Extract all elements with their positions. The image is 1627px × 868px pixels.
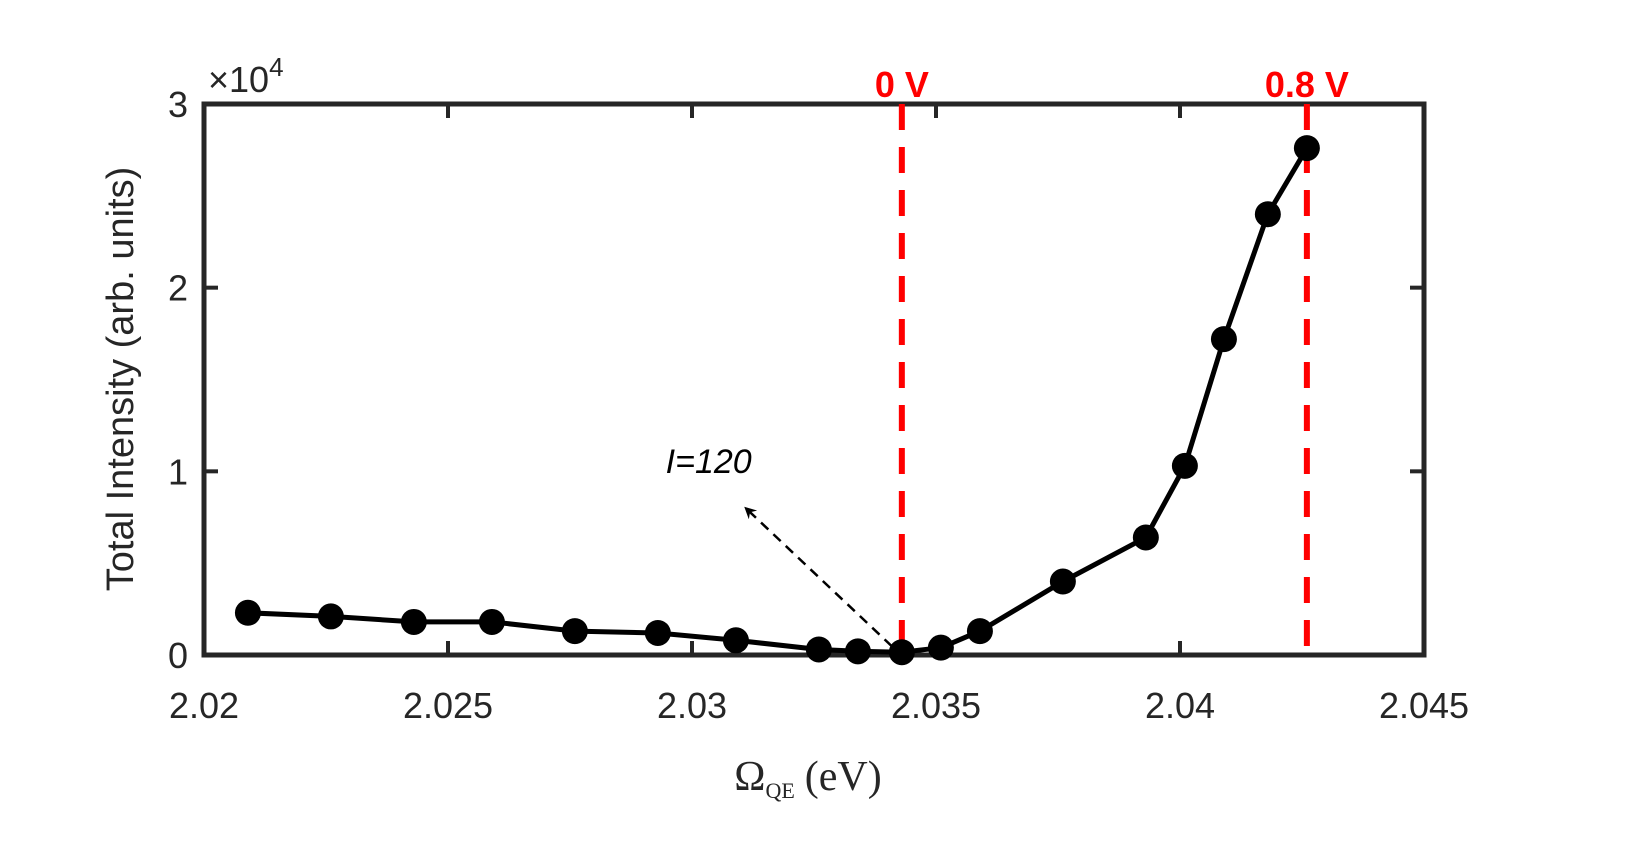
- data-point: [644, 619, 671, 646]
- data-point: [805, 636, 832, 663]
- y-axis-label: Total Intensity (arb. units): [100, 167, 142, 592]
- series: [234, 135, 1320, 666]
- data-point: [888, 639, 915, 666]
- annotation-arrow: I=120: [666, 443, 893, 648]
- data-point: [234, 599, 261, 626]
- x-tick-label: 2.04: [1145, 685, 1215, 726]
- data-point: [478, 608, 505, 635]
- data-point: [927, 634, 954, 661]
- data-point: [317, 603, 344, 630]
- annotation-label: I=120: [666, 443, 752, 481]
- vertical-lines: 0 V 0.8 V: [875, 64, 1349, 655]
- y-tick-label: 1: [168, 451, 188, 492]
- data-point: [722, 627, 749, 654]
- vertical-line-label: 0.8 V: [1265, 64, 1349, 105]
- y-tick-label: 2: [168, 268, 188, 309]
- x-tick-label: 2.045: [1379, 685, 1469, 726]
- y-multiplier-exponent: 4: [269, 52, 283, 82]
- data-point: [1049, 568, 1076, 595]
- y-tick-label: 3: [168, 84, 188, 125]
- x-axis-label: ΩQE (eV): [734, 754, 882, 803]
- vertical-line-label: 0 V: [875, 64, 929, 105]
- data-point: [1132, 524, 1159, 551]
- data-point: [1171, 452, 1198, 479]
- series-line: [247, 146, 1310, 655]
- y-multiplier: ×104: [208, 52, 284, 100]
- x-axis-label-unit: (eV): [805, 754, 882, 800]
- data-point: [844, 638, 871, 665]
- data-point: [1254, 201, 1281, 228]
- x-tick-label: 2.025: [403, 685, 493, 726]
- x-ticks: 2.02 2.025 2.03 2.035 2.04 2.045: [169, 104, 1469, 726]
- x-tick-label: 2.03: [657, 685, 727, 726]
- x-tick-label: 2.02: [169, 685, 239, 726]
- y-ticks: 0 1 2 3: [168, 84, 1424, 676]
- y-tick-label: 0: [168, 635, 188, 676]
- plot-area: [201, 101, 1427, 658]
- data-point: [1210, 326, 1237, 353]
- x-tick-label: 2.035: [891, 685, 981, 726]
- x-axis-label-symbol: Ω: [734, 754, 765, 800]
- data-point: [966, 618, 993, 645]
- data-point: [1293, 135, 1320, 162]
- y-multiplier-base: ×10: [208, 59, 269, 100]
- x-axis-label-subscript: QE: [765, 778, 794, 803]
- data-point: [561, 618, 588, 645]
- data-point: [400, 608, 427, 635]
